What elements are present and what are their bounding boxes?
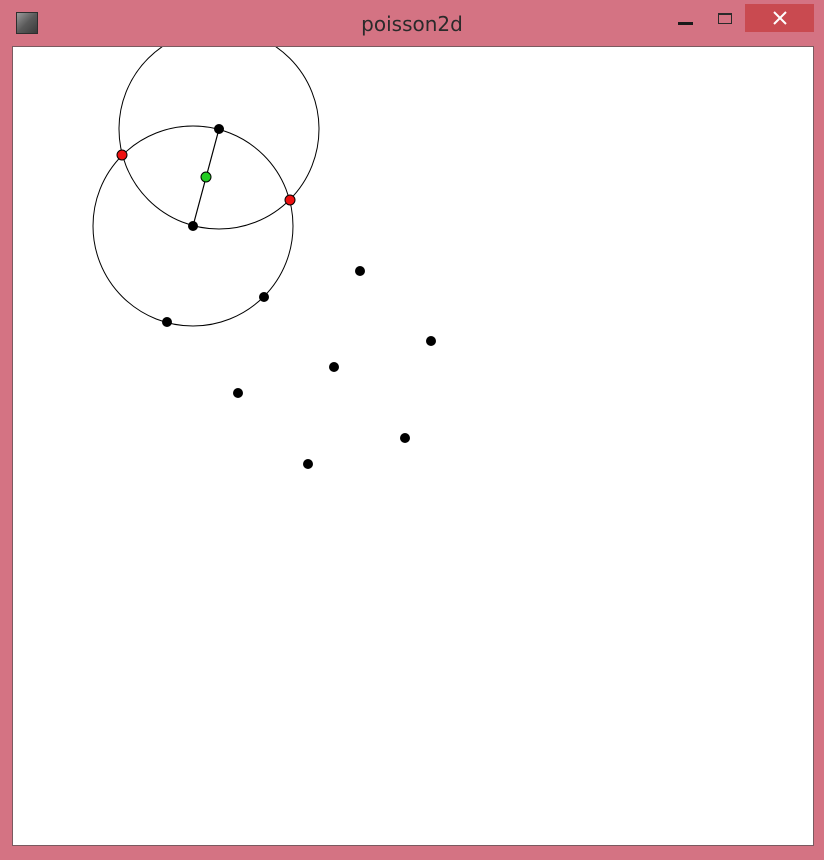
maximize-button[interactable] <box>710 4 740 32</box>
title-bar[interactable]: poisson2d <box>0 0 824 46</box>
point-a <box>214 124 224 134</box>
minimize-button[interactable] <box>670 4 700 32</box>
intersections-layer <box>116 149 296 206</box>
intersection-point-right <box>284 194 296 206</box>
intersection-point-left <box>116 149 128 161</box>
point-e <box>355 266 365 276</box>
close-button[interactable] <box>745 4 814 32</box>
point-f <box>426 336 436 346</box>
point-d <box>162 317 172 327</box>
circle-upper <box>118 47 320 230</box>
point-c <box>259 292 269 302</box>
point-h <box>233 388 243 398</box>
poisson-plot <box>92 47 436 469</box>
point-i <box>400 433 410 443</box>
circles-layer <box>92 47 320 327</box>
point-g <box>329 362 339 372</box>
midpoint <box>200 171 212 183</box>
close-icon <box>772 11 787 25</box>
window-title: poisson2d <box>361 12 463 36</box>
app-icon[interactable] <box>16 12 38 34</box>
maximize-icon <box>718 12 732 24</box>
drawing-canvas[interactable] <box>12 46 814 846</box>
point-b <box>188 221 198 231</box>
points-layer <box>162 124 436 469</box>
point-j <box>303 459 313 469</box>
minimize-icon <box>677 21 693 25</box>
circle-lower <box>92 125 294 327</box>
midpoints-layer <box>200 171 212 183</box>
